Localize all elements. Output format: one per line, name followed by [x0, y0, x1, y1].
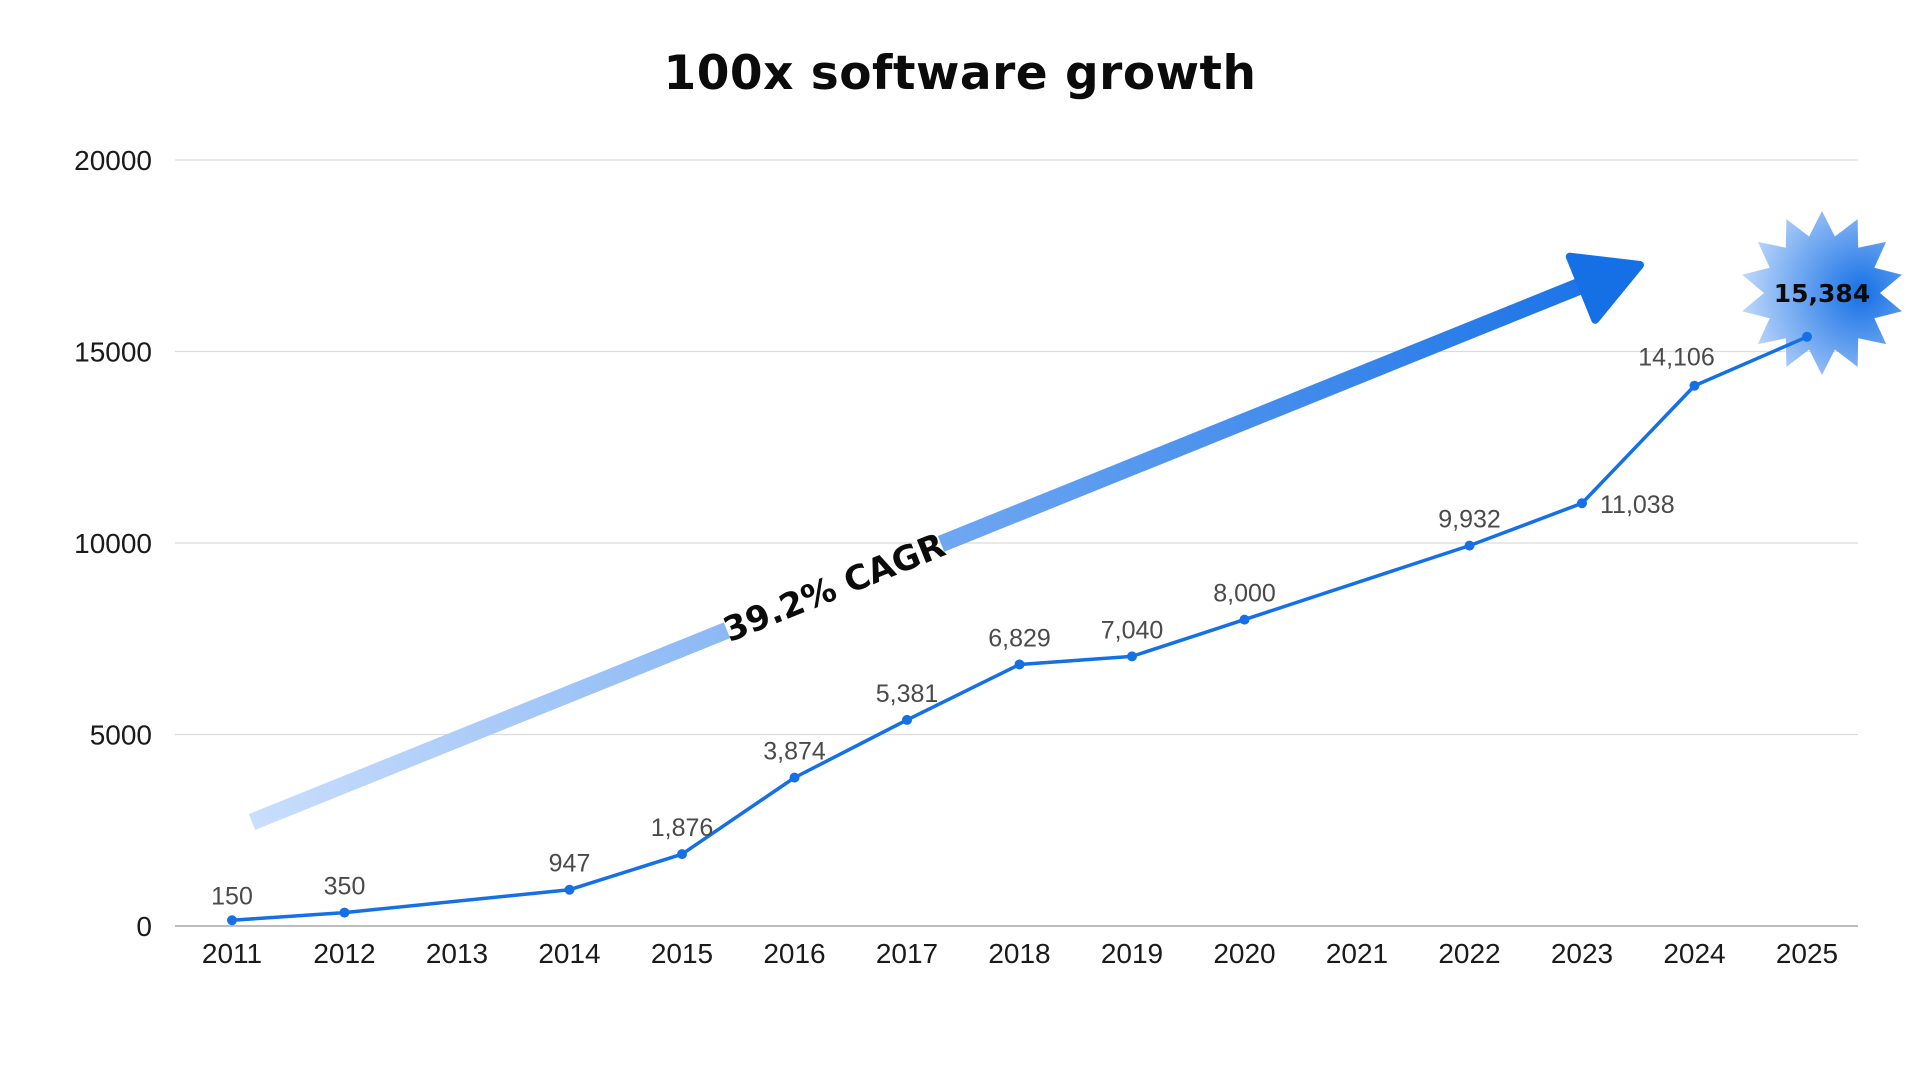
- x-tick-label: 2014: [538, 938, 600, 969]
- data-label: 7,040: [1101, 616, 1164, 644]
- data-point: [227, 915, 237, 926]
- data-point: [1014, 659, 1025, 670]
- data-point: [902, 714, 912, 725]
- x-tick-label: 2015: [651, 938, 713, 969]
- data-point: [1689, 380, 1700, 391]
- data-point: [789, 772, 800, 783]
- x-tick-label: 2024: [1663, 938, 1725, 969]
- x-tick-label: 2012: [313, 938, 375, 969]
- data-point: [677, 849, 687, 860]
- data-label: 947: [549, 850, 591, 878]
- cagr-arrow-shaft: [248, 622, 731, 830]
- series-software: [227, 331, 1812, 926]
- data-point: [1239, 614, 1250, 625]
- data-label: 150: [211, 882, 253, 910]
- x-axis-ticks: 2011 2012 2013 2014 2015 2016 2017 2018 2019 2020…: [202, 938, 1838, 969]
- highlight-starburst: [1742, 211, 1902, 375]
- x-tick-label: 2021: [1326, 938, 1388, 969]
- data-label: 3,874: [763, 738, 826, 766]
- x-tick-label: 2011: [202, 938, 262, 969]
- chart-title: 100x software growth: [663, 46, 1257, 101]
- cagr-arrow-head: [1565, 252, 1644, 324]
- y-tick-label: 15000: [74, 337, 152, 368]
- data-point: [1127, 651, 1137, 662]
- data-label: 11,038: [1600, 491, 1675, 519]
- data-point: [1802, 331, 1812, 342]
- y-axis-ticks: 0 5000 10000 15000 20000: [74, 145, 152, 942]
- cagr-label: 39.2% CAGR: [718, 525, 951, 650]
- data-label: 9,932: [1438, 506, 1501, 534]
- data-point: [1577, 498, 1587, 509]
- data-label: 1,876: [651, 814, 714, 842]
- x-tick-label: 2025: [1776, 938, 1838, 969]
- cagr-trend-arrow: 39.2% CAGR: [248, 252, 1644, 830]
- x-tick-label: 2013: [426, 938, 488, 969]
- data-label: 14,106: [1638, 344, 1714, 372]
- x-tick-label: 2020: [1213, 938, 1275, 969]
- data-label: 5,381: [876, 680, 939, 708]
- data-point: [564, 884, 575, 895]
- data-label: 350: [324, 873, 366, 901]
- data-labels: 150 350 947 1,876 3,874 5,381 6,829 7,040 8,000 9…: [211, 279, 1870, 910]
- data-point: [339, 907, 350, 918]
- data-label: 8,000: [1213, 580, 1276, 608]
- highlight-value-label: 15,384: [1774, 279, 1870, 308]
- y-tick-label: 0: [136, 911, 152, 942]
- y-tick-label: 20000: [74, 145, 152, 176]
- cagr-arrow-shaft: [937, 274, 1594, 552]
- x-tick-label: 2019: [1101, 938, 1163, 969]
- highlight-starburst-shape: [1742, 211, 1902, 375]
- y-tick-label: 10000: [74, 528, 152, 559]
- x-tick-label: 2023: [1551, 938, 1613, 969]
- data-label: 6,829: [988, 624, 1051, 652]
- x-tick-label: 2016: [763, 938, 825, 969]
- x-tick-label: 2018: [988, 938, 1050, 969]
- data-point: [1464, 540, 1475, 551]
- x-tick-label: 2022: [1438, 938, 1500, 969]
- y-tick-label: 5000: [90, 720, 152, 751]
- x-tick-label: 2017: [876, 938, 938, 969]
